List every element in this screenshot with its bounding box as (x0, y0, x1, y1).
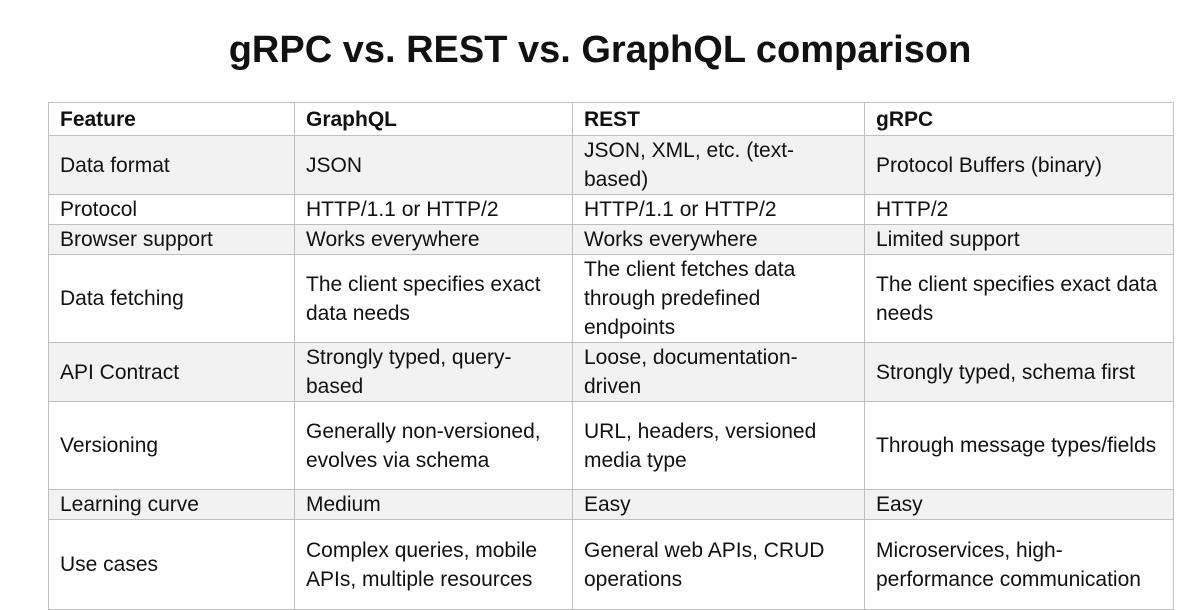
feature-cell: Protocol (48, 194, 295, 225)
table-cell: HTTP/1.1 or HTTP/2 (294, 194, 573, 225)
table-cell: URL, headers, versioned media type (572, 401, 865, 490)
table-cell: JSON (294, 135, 573, 195)
table-cell: The client specifies exact data needs (864, 254, 1174, 343)
feature-cell: Versioning (48, 401, 295, 490)
header-row: Feature GraphQL REST gRPC (48, 102, 1174, 136)
table-row: Data fetching The client specifies exact … (48, 254, 1174, 343)
feature-cell: Data format (48, 135, 295, 195)
column-header: gRPC (864, 102, 1174, 136)
table-body: Data format JSON JSON, XML, etc. (text-bas… (48, 135, 1174, 610)
table-row: Protocol HTTP/1.1 or HTTP/2 HTTP/1.1 or HT… (48, 194, 1174, 225)
table-cell: Complex queries, mobile APIs, multiple r… (294, 519, 573, 610)
table-cell: The client specifies exact data needs (294, 254, 573, 343)
column-header: Feature (48, 102, 295, 136)
table-row: Data format JSON JSON, XML, etc. (text-bas… (48, 135, 1174, 195)
table-cell: Generally non-versioned, evolves via sch… (294, 401, 573, 490)
table-cell: Strongly typed, query-based (294, 342, 573, 402)
table-cell: Easy (572, 489, 865, 520)
table-cell: Loose, documentation-driven (572, 342, 865, 402)
comparison-table: Feature GraphQL REST gRPC Data format JSON JS… (48, 102, 1174, 610)
column-header: GraphQL (294, 102, 573, 136)
table-cell: General web APIs, CRUD operations (572, 519, 865, 610)
table-row: Browser support Works everywhere Works eve… (48, 224, 1174, 255)
table-row: Versioning Generally non-versioned, evolv… (48, 401, 1174, 490)
table-cell: Microservices, high-performance communic… (864, 519, 1174, 610)
table-row: Learning curve Medium Easy Easy (48, 489, 1174, 520)
feature-cell: Data fetching (48, 254, 295, 343)
table-row: Use cases Complex queries, mobile APIs, m… (48, 519, 1174, 610)
feature-cell: Browser support (48, 224, 295, 255)
feature-cell: API Contract (48, 342, 295, 402)
table-cell: The client fetches data through predefin… (572, 254, 865, 343)
feature-cell: Use cases (48, 519, 295, 610)
table-cell: Medium (294, 489, 573, 520)
table-cell: Works everywhere (572, 224, 865, 255)
column-header: REST (572, 102, 865, 136)
title: gRPC vs. REST vs. GraphQL comparison (228, 29, 972, 71)
table-cell: Limited support (864, 224, 1174, 255)
table-cell: JSON, XML, etc. (text-based) (572, 135, 865, 195)
table-cell: Through message types/fields (864, 401, 1174, 490)
feature-cell: Learning curve (48, 489, 295, 520)
table-cell: Protocol Buffers (binary) (864, 135, 1174, 195)
table-row: API Contract Strongly typed, query-based L… (48, 342, 1174, 402)
table-cell: Works everywhere (294, 224, 573, 255)
table-cell: Strongly typed, schema first (864, 342, 1174, 402)
table-cell: HTTP/1.1 or HTTP/2 (572, 194, 865, 225)
table-cell: HTTP/2 (864, 194, 1174, 225)
table-cell: Easy (864, 489, 1174, 520)
